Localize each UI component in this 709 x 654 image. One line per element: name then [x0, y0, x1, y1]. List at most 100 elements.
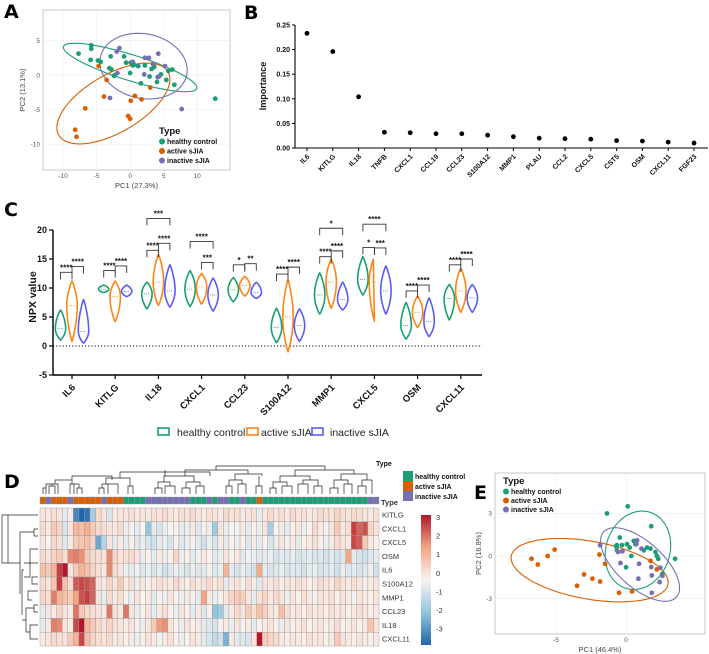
inactive-point [162, 63, 168, 69]
column-type-annotation [273, 496, 280, 505]
heatmap-cell [56, 576, 63, 592]
active-point [74, 134, 79, 140]
heatmap-cell [184, 535, 191, 550]
heatmap-cell [89, 563, 96, 578]
significance-bracket [319, 256, 332, 264]
heatmap-cell [300, 507, 307, 523]
heatmap-cell [156, 563, 163, 578]
heatmap-cell [367, 549, 374, 564]
heatmap-cell [339, 507, 346, 523]
heatmap-cell [45, 618, 52, 633]
importance-point [407, 130, 413, 136]
heatmap-cell [78, 549, 85, 564]
inactive-point [657, 565, 663, 571]
heatmap-cell [56, 563, 63, 578]
heatmap-cell [356, 590, 363, 605]
heatmap-cell [351, 590, 357, 605]
category-label: CXCL1 [178, 382, 208, 412]
heatmap-cell [139, 507, 146, 523]
column-type-annotation [95, 496, 102, 505]
heatmap-cell [100, 604, 107, 619]
heatmap-cell [189, 535, 196, 550]
inactive-point [660, 573, 665, 579]
heatmap-cell [262, 604, 269, 619]
column-type-annotation [123, 496, 130, 505]
heatmap-cell [117, 535, 124, 550]
heatmap-cell [84, 590, 91, 605]
inactive-point [618, 560, 623, 566]
healthy-point [147, 74, 152, 79]
heatmap-cell [100, 507, 107, 523]
heatmap-cell [45, 604, 52, 619]
column-type-annotation [367, 496, 374, 505]
heatmap-cell [223, 563, 230, 578]
heatmap-cell [228, 576, 235, 592]
heatmap-cell [67, 590, 74, 605]
heatmap-cell [67, 618, 74, 633]
x-tick-label: 0 [624, 637, 628, 644]
heatmap-cell [245, 604, 252, 619]
heatmap-cell [373, 590, 380, 605]
c_active-violin [66, 280, 78, 343]
inactive-point [649, 590, 655, 596]
colorbar [421, 515, 431, 645]
healthy-point [614, 542, 620, 548]
heatmap-cell [145, 549, 152, 564]
heatmap-cell [234, 563, 241, 578]
heatmap-cell [167, 507, 174, 523]
heatmap-cell [300, 604, 307, 619]
heatmap-cell [284, 618, 291, 633]
heatmap-cell [250, 604, 257, 619]
column-type-annotation [128, 496, 135, 505]
heatmap-cell [234, 618, 241, 633]
heatmap-cell [273, 632, 280, 647]
legend-label: inactive sJIA [167, 158, 210, 165]
heatmap-cell [167, 535, 174, 550]
legend-title: Type [376, 461, 392, 468]
heatmap-cell [150, 632, 157, 647]
heatmap-cell [106, 576, 113, 592]
heatmap-cell [267, 535, 274, 550]
column-type-annotation [300, 496, 307, 505]
c_inactive-violin [466, 283, 479, 314]
heatmap-cell [100, 576, 107, 592]
panel-label-a: A [4, 1, 19, 23]
column-type-annotation [67, 496, 74, 505]
significance-bracket [157, 242, 171, 251]
heatmap-cell [84, 604, 91, 619]
y-tick-label: 0 [488, 553, 492, 560]
heatmap-cell [312, 576, 319, 592]
heatmap-cell [339, 576, 346, 592]
panel-label-c: C [4, 199, 18, 221]
heatmap-cell [239, 590, 246, 605]
heatmap-cell [128, 535, 135, 550]
importance-point [665, 139, 671, 145]
heatmap-cell [150, 549, 157, 564]
significance-bracket [362, 223, 387, 232]
active-point [602, 561, 608, 567]
heatmap-cell [317, 521, 324, 536]
healthy-point [127, 70, 133, 76]
significance-label: **** [146, 241, 159, 250]
heatmap-cell [56, 604, 63, 619]
heatmap-cell [195, 618, 202, 633]
heatmap-cell [223, 521, 230, 536]
heatmap-cell [289, 590, 296, 605]
heatmap-cell [73, 604, 80, 619]
heatmap-cell [351, 604, 357, 619]
legend-item-inactive: inactive sJIA [403, 491, 458, 501]
heatmap-cell [134, 507, 141, 523]
heatmap-cell [95, 549, 102, 564]
heatmap-cell [228, 535, 235, 550]
healthy-point [655, 556, 661, 562]
heatmap-cell [200, 563, 207, 578]
significance-bracket [460, 258, 473, 266]
c_active-violin [281, 279, 295, 353]
panel-label-b: B [244, 2, 258, 24]
heatmap-cell [250, 521, 257, 536]
heatmap-cell [323, 507, 330, 523]
heatmap-cell [195, 563, 202, 578]
heatmap-cell [39, 549, 46, 564]
heatmap-cell [328, 521, 335, 536]
inactive-point [150, 61, 156, 67]
